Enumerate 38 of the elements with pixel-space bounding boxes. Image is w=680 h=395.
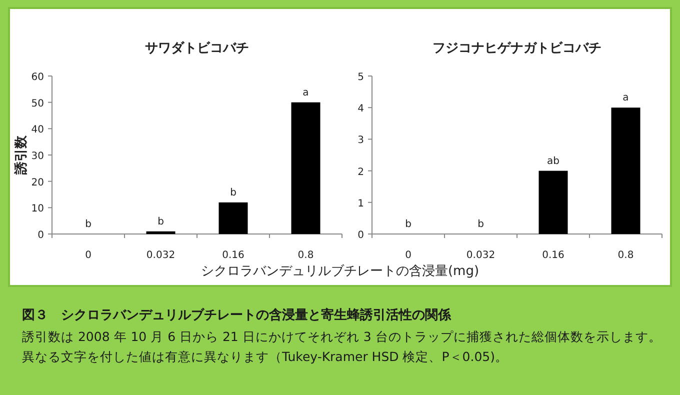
data-label: a [622, 92, 629, 104]
y-tick-label: 30 [31, 151, 44, 162]
x-tick-label: 0.8 [298, 250, 314, 261]
y-tick-label: 3 [358, 135, 364, 146]
data-label: b [230, 187, 236, 198]
y-tick-label: 5 [358, 72, 364, 83]
x-tick-label: 0 [405, 250, 412, 261]
y-tick-label: 2 [358, 166, 364, 178]
y-axis-title: 誘引数 [13, 134, 29, 176]
x-tick-label: 0.032 [146, 250, 176, 261]
data-label: b [85, 219, 92, 230]
data-label: ab [547, 156, 560, 167]
x-tick-label: 0.16 [222, 250, 244, 261]
x-tick-label: 0.16 [542, 250, 564, 261]
bar [291, 102, 320, 234]
y-tick-label: 1 [358, 198, 364, 210]
y-tick-label: 20 [31, 177, 44, 188]
x-tick-label: 0.8 [618, 250, 634, 261]
y-tick-label: 10 [31, 204, 44, 215]
text: 図３ シクロラバンデュリルブチレートの含浸量と寄生蜂誘引活性の関係 [22, 306, 452, 324]
y-tick-label: 0 [38, 230, 44, 241]
y-tick-label: 40 [31, 124, 44, 136]
x-tick-label: 0 [85, 250, 92, 261]
x-axis-title: シクロラバンデュリルブチレートの含浸量(mg) [200, 264, 480, 279]
data-label: a [302, 87, 309, 98]
y-tick-label: 60 [31, 72, 44, 83]
x-tick-label: 0.032 [466, 250, 496, 261]
bar [218, 202, 248, 234]
bar [146, 231, 176, 234]
data-label: b [405, 219, 412, 230]
data-label: b [158, 216, 164, 228]
y-tick-label: 0 [358, 230, 364, 241]
chart-title: サワダトビコバチ [145, 41, 249, 56]
data-label: b [478, 219, 484, 230]
y-tick-label: 4 [358, 104, 364, 115]
chart-title: フジコナヒゲナガトビコバチ [432, 41, 602, 56]
y-tick-label: 50 [31, 98, 44, 110]
text: 誘引数は 2008 年 10 月 6 日から 21 日にかけてそれぞれ 3 台のトラップに捕獲された総個体数を示します。異なる文字を付した値は有意に異なります（Tukey-Kramer HSD 検定、P＜0.05)。 [22, 328, 662, 366]
